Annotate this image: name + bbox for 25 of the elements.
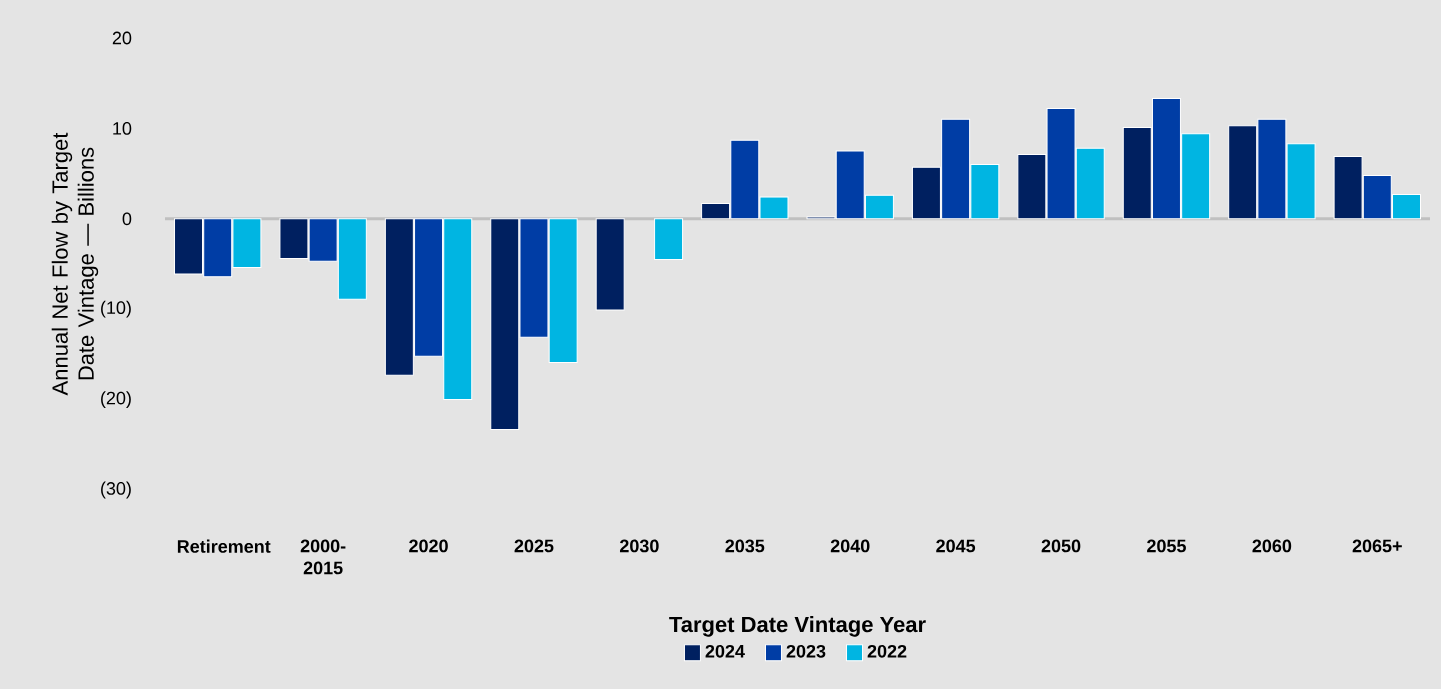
x-tick-label: 2055 (1147, 539, 1186, 553)
y-tick-label: (30) (101, 481, 131, 499)
x-tick-label: 2020 (409, 539, 448, 553)
legend-label: 2024 (705, 644, 745, 658)
x-tick-label: 2000-2015 (300, 539, 346, 575)
x-tick-label: 2035 (725, 539, 765, 553)
y-tick-label: 20 (112, 31, 132, 45)
y-tick-label: 10 (113, 122, 132, 135)
y-axis-title: Annual Net Flow by Target Date Vintage — Billions (51, 132, 99, 396)
x-tick-label: 2050 (1041, 539, 1081, 553)
bar (595, 218, 625, 311)
legend-label: 2023 (786, 644, 826, 658)
x-tick-label: Retirement (177, 539, 271, 553)
x-axis-title: Target Date Vintage Year (669, 616, 926, 637)
legend-label: 2022 (867, 644, 907, 658)
x-tick-label: 2030 (619, 539, 659, 553)
x-tick-label: 2065+ (1352, 539, 1402, 553)
y-tick-label: (10) (101, 300, 131, 318)
y-tick-label: (20) (101, 391, 131, 408)
bar (654, 218, 684, 260)
x-tick-label: 2045 (936, 539, 976, 553)
x-tick-label: 2060 (1252, 539, 1292, 553)
y-tick-label: 0 (122, 212, 132, 226)
x-tick-label: 2025 (514, 539, 554, 553)
x-tick-label: 2040 (830, 539, 870, 553)
